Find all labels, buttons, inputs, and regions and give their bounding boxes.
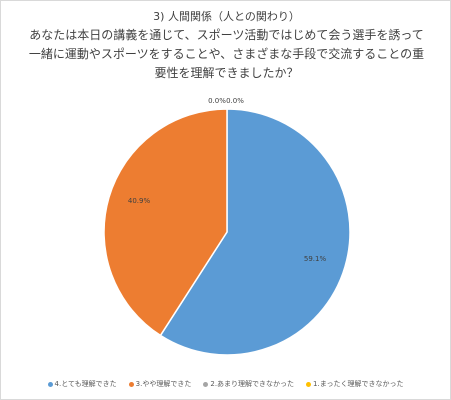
legend-swatch — [128, 381, 134, 387]
data-label: 59.1% — [304, 255, 327, 263]
legend-label: 2.あまり理解できなかった — [210, 380, 295, 388]
legend-label: 4.とても理解できた — [54, 380, 117, 388]
legend-swatch — [203, 381, 209, 387]
chart-title-line: あなたは本日の講義を通じて、スポーツ活動ではじめて会う選手を誘って — [29, 28, 424, 42]
legend-label: 1.まったく理解できなかった — [313, 380, 404, 388]
legend-item: 3.やや理解できた — [128, 379, 192, 389]
data-label: 0.0% — [226, 97, 244, 105]
chart-title-line: 3) 人間関係（人との関わり） — [153, 10, 300, 23]
legend-item: 4.とても理解できた — [47, 379, 117, 389]
pie-slice — [159, 108, 351, 356]
chart-title-line: 要性を理解できましたか？ — [154, 66, 299, 80]
legend-item: 1.まったく理解できなかった — [306, 379, 403, 389]
legend-label: 3.やや理解できた — [135, 380, 192, 388]
chart-title: 3) 人間関係（人との関わり） あなたは本日の講義を通じて、スポーツ活動ではじめ… — [9, 7, 444, 83]
chart-title-line: 一緒に運動やスポーツをすることや、さまざまな手段で交流することの重 — [28, 47, 425, 61]
data-label: 0.0% — [208, 97, 226, 105]
legend-swatch — [47, 381, 53, 387]
legend-swatch — [306, 381, 312, 387]
pie-slice — [103, 108, 228, 337]
legend: 4.とても理解できた 3.やや理解できた 2.あまり理解できなかった 1.まった… — [1, 379, 450, 389]
legend-item: 2.あまり理解できなかった — [203, 379, 294, 389]
data-label: 40.9% — [128, 197, 151, 205]
